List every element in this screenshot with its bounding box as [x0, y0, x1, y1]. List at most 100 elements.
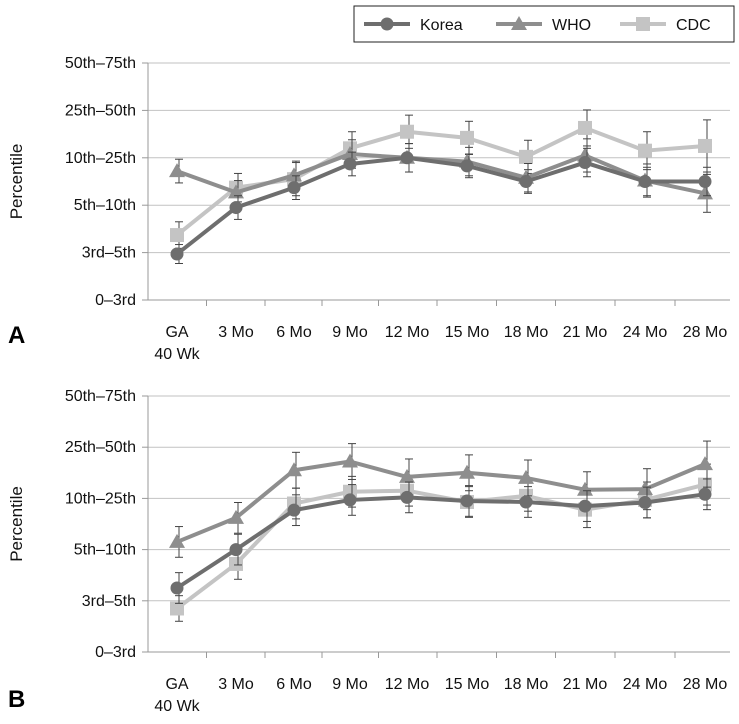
x-tick-label-line: 9 Mo	[332, 324, 368, 341]
x-tick-label-15-mo: 15 Mo	[445, 324, 490, 341]
x-tick-label-ga-40-wk: GA 40 Wk	[154, 676, 200, 715]
data-point-korea	[229, 543, 243, 557]
data-point-cdc	[400, 124, 414, 139]
x-tick-label-line: 28 Mo	[683, 676, 728, 693]
data-point-who	[286, 462, 302, 477]
data-point-korea	[638, 495, 652, 509]
data-point-korea	[698, 487, 712, 501]
data-point-who	[577, 481, 593, 496]
y-tick-label-4: 25th–50th	[65, 102, 136, 119]
x-tick-label-line: 24 Mo	[623, 324, 668, 341]
data-point-cdc	[698, 138, 712, 153]
y-tick-label-3: 10th–25th	[65, 150, 136, 167]
x-tick-label-line: 6 Mo	[276, 676, 312, 693]
data-point-korea	[400, 490, 414, 504]
y-tick-label-0: 0–3rd	[95, 292, 136, 309]
x-tick-label-21-mo: 21 Mo	[563, 324, 608, 341]
data-point-cdc	[698, 477, 712, 492]
series-line-who	[176, 459, 706, 544]
data-point-cdc	[170, 601, 184, 616]
x-tick-label-18-mo: 18 Mo	[504, 324, 549, 341]
x-tick-label-line: 15 Mo	[445, 324, 490, 341]
x-tick-label-15-mo: 15 Mo	[445, 676, 490, 693]
data-point-korea	[343, 493, 357, 507]
data-point-cdc	[170, 228, 184, 243]
legend-marker-who	[511, 16, 527, 30]
x-tick-label-line: 21 Mo	[563, 324, 608, 341]
legend: Korea WHO CDC	[353, 5, 735, 43]
y-axis-title: Percentile	[7, 486, 26, 562]
x-tick-label-line: 12 Mo	[385, 324, 430, 341]
x-tick-label-21-mo: 21 Mo	[563, 676, 608, 693]
x-tick-label-9-mo: 9 Mo	[332, 676, 368, 693]
x-tick-label-28-mo: 28 Mo	[683, 676, 728, 693]
y-tick-label-1: 3rd–5th	[82, 245, 136, 262]
legend-label-who: WHO	[552, 17, 591, 34]
x-tick-label-line: 12 Mo	[385, 676, 430, 693]
x-tick-label-3-mo: 3 Mo	[218, 676, 254, 693]
data-point-cdc	[519, 149, 533, 164]
data-point-who	[286, 167, 302, 182]
data-point-who	[169, 533, 185, 548]
x-tick-label-9-mo: 9 Mo	[332, 324, 368, 341]
series-line-cdc	[175, 125, 706, 237]
x-tick-label-6-mo: 6 Mo	[276, 676, 312, 693]
y-tick-label-1: 3rd–5th	[82, 593, 136, 610]
x-tick-label-line: 21 Mo	[563, 676, 608, 693]
x-tick-label-line: 3 Mo	[218, 324, 254, 341]
data-point-who	[228, 509, 244, 524]
x-tick-label-12-mo: 12 Mo	[385, 324, 430, 341]
x-tick-label-line: 15 Mo	[445, 676, 490, 693]
series-line-korea	[175, 155, 705, 256]
data-point-who	[169, 163, 185, 178]
x-tick-label-line: GA	[165, 676, 188, 693]
data-point-korea	[287, 181, 301, 195]
panel-label: B	[8, 686, 25, 713]
legend-box	[353, 5, 735, 43]
x-tick-label-6-mo: 6 Mo	[276, 324, 312, 341]
series-korea	[170, 478, 712, 604]
data-point-who	[459, 464, 475, 479]
legend-marker-cdc	[636, 17, 650, 31]
y-tick-label-2: 5th–10th	[74, 542, 136, 559]
data-point-cdc	[638, 143, 652, 158]
x-tick-label-3-mo: 3 Mo	[218, 324, 254, 341]
data-point-korea	[519, 495, 533, 509]
x-tick-label-line: GA	[165, 324, 188, 341]
x-tick-label-line: 24 Mo	[623, 676, 668, 693]
y-tick-label-5: 50th–75th	[65, 388, 136, 405]
x-tick-label-18-mo: 18 Mo	[504, 676, 549, 693]
data-point-cdc	[578, 120, 592, 135]
y-tick-label-4: 25th–50th	[65, 439, 136, 456]
y-axis-title: Percentile	[7, 144, 26, 220]
panel-b: 0–3rd 3rd–5th 5th–10th 10th–25th 25th–50th 50…	[7, 388, 730, 715]
series-line-who	[176, 152, 706, 196]
y-tick-label-5: 50th–75th	[65, 55, 136, 72]
data-point-who	[399, 468, 415, 483]
legend-label-korea: Korea	[420, 17, 463, 34]
data-point-cdc	[460, 130, 474, 145]
x-tick-label-line: 40 Wk	[154, 698, 200, 715]
y-tick-label-3: 10th–25th	[65, 490, 136, 507]
panel-label: A	[8, 322, 25, 349]
data-point-korea	[460, 159, 474, 173]
data-point-korea	[170, 247, 184, 261]
data-point-korea	[287, 503, 301, 517]
data-point-korea	[229, 201, 243, 215]
series-korea	[170, 143, 712, 265]
data-point-who	[342, 453, 358, 468]
data-point-who	[637, 481, 653, 496]
data-point-who	[228, 184, 244, 199]
data-point-korea	[400, 151, 414, 165]
data-point-korea	[343, 157, 357, 171]
x-tick-label-line: 9 Mo	[332, 676, 368, 693]
data-point-korea	[638, 175, 652, 188]
data-point-korea	[460, 494, 474, 508]
data-point-cdc	[229, 556, 243, 571]
x-tick-label-28-mo: 28 Mo	[683, 324, 728, 341]
x-tick-label-line: 28 Mo	[683, 324, 728, 341]
y-tick-label-2: 5th–10th	[74, 197, 136, 214]
data-point-korea	[698, 175, 712, 188]
y-tick-label-0: 0–3rd	[95, 644, 136, 661]
